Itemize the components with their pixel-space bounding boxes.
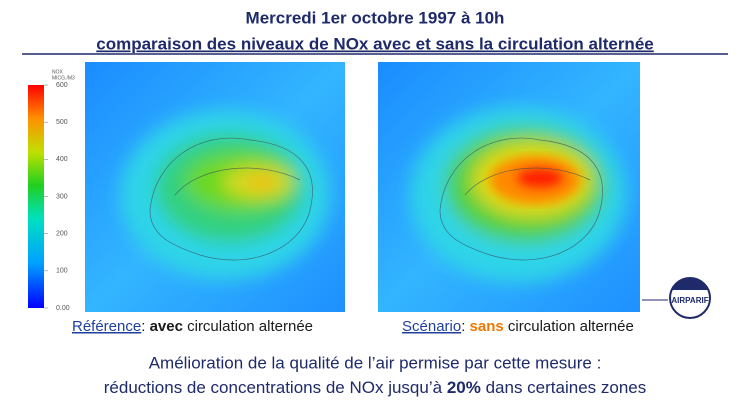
tick-label: 100 <box>56 268 68 275</box>
subtitle: comparaison des niveaux de NOx avec et s… <box>96 34 653 53</box>
colorbar: NOX MICG./M3 0.00 100 200 300 400 500 600 <box>28 69 75 312</box>
footer-line2: réductions de concentrations de NOx jusq… <box>104 378 646 397</box>
map-scenario <box>378 62 640 312</box>
colorbar-scale <box>28 85 44 308</box>
caption-sep: : <box>461 318 465 335</box>
caption-name: Référence <box>72 318 141 335</box>
caption-rest: circulation alternée <box>508 318 634 335</box>
tick-label: 300 <box>56 193 68 200</box>
caption-rest: circulation alternée <box>187 318 313 335</box>
caption-reference: Référence: avec circulation alternée <box>72 318 313 335</box>
footer-text: dans certaines zones <box>486 378 647 397</box>
map-reference <box>85 62 345 312</box>
caption-key: sans <box>470 318 504 335</box>
colorbar-unit: MICG./M3 <box>52 75 75 81</box>
caption-sep: : <box>141 318 145 335</box>
tick-label: 200 <box>56 231 68 238</box>
caption-key: avec <box>150 318 183 335</box>
tick-label: 400 <box>56 156 68 163</box>
tick-label: 600 <box>56 82 68 89</box>
logo: AIRPARIF <box>642 277 711 319</box>
caption-name: Scénario <box>402 318 461 335</box>
footer-text: réductions de concentrations de NOx jusq… <box>104 378 443 397</box>
footer-line1: Amélioration de la qualité de l’air perm… <box>149 353 602 372</box>
footer-key: 20% <box>447 378 481 397</box>
caption-scenario: Scénario: sans circulation alternée <box>402 318 634 335</box>
colorbar-title: NOX <box>52 69 64 75</box>
logo-text: AIRPARIF <box>671 296 708 305</box>
title: Mercredi 1er octobre 1997 à 10h <box>246 8 505 27</box>
tick-label: 0.00 <box>56 305 70 312</box>
tick-label: 500 <box>56 119 68 126</box>
